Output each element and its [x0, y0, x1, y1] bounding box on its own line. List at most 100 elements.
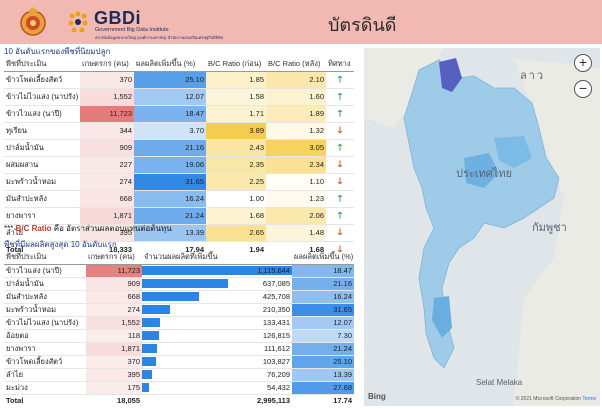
popular-crops-table: พืชที่ประเมิน เกษตรกร (คน) ผลผลิตเพิ่มขึ…: [4, 57, 354, 258]
map-label-strait: Selat Melaka: [476, 378, 523, 387]
increase-cell: 1,115,644: [142, 264, 292, 278]
table-row[interactable]: ข้าวโพดเลี้ยงสัตว์ 370 25.10 1.85 2.10 🡑: [4, 71, 354, 89]
map-copyright: © 2021 Microsoft Corporation Terms: [516, 396, 596, 402]
table-row[interactable]: ข้าวไม่ไวแสง (นาปรัง) 1,552 12.07 1.58 1.60 🡑: [4, 88, 354, 106]
yield-cell: 3.70: [134, 122, 206, 140]
crop-name: มะพร้าวน้ำหอม: [4, 173, 80, 191]
farmers-cell: 395: [80, 224, 134, 242]
gbdi-logo-icon: [68, 11, 88, 33]
table-row[interactable]: มะพร้าวน้ำหอม 274 31.65 2.25 1.10 🡓: [4, 173, 354, 191]
increase-value: 111,612: [264, 344, 290, 353]
table-row[interactable]: ลำไย 395 13.39 2.65 1.48 🡓: [4, 224, 354, 242]
bc-after-cell: 2.10: [266, 71, 326, 89]
table-row[interactable]: ผสมผสาน 227 19.06 2.35 2.34 🡓: [4, 156, 354, 174]
bc-after-cell: 2.06: [266, 207, 326, 225]
farmers-cell: 668: [80, 190, 134, 208]
bc-after-cell: 1.60: [266, 88, 326, 106]
increase-cell: 126,815: [142, 329, 292, 343]
bc-before-cell: 2.65: [206, 224, 266, 242]
table-row[interactable]: ข้าวไม่ไวแสง (นาปรัง) 1,552 133,431 12.07: [4, 316, 354, 330]
increase-cell: 103,827: [142, 355, 292, 369]
table-row[interactable]: ยางพารา 1,871 21.24 1.68 2.06 🡑: [4, 207, 354, 225]
province-dark-north: [439, 58, 462, 92]
crop-name: อ้อยตอ: [4, 329, 86, 343]
bc-after-cell: 1.48: [266, 224, 326, 242]
table-row[interactable]: อ้อยตอ 118 126,815 7.30: [4, 329, 354, 343]
table-row[interactable]: ข้าวไวแสง (นาปี) 11,723 1,115,644 18.47: [4, 264, 354, 278]
zoom-out-button[interactable]: −: [574, 80, 592, 98]
farmers-cell: 668: [86, 290, 142, 304]
increase-bar: [142, 330, 160, 340]
column-header[interactable]: ผลผลิตเพิ่มขึ้น (%): [134, 57, 206, 72]
terms-link[interactable]: Terms: [582, 396, 596, 402]
crop-name: ลำไย: [4, 224, 80, 242]
province-map[interactable]: ลาว ประเทศไทย กัมพูชา Selat Melaka + − B…: [364, 48, 600, 406]
column-header[interactable]: พืชที่ประเมิน: [4, 57, 80, 72]
column-header[interactable]: ทิศทาง: [326, 57, 354, 72]
bc-before-cell: 1.71: [206, 105, 266, 123]
crop-name: ยางพารา: [4, 342, 86, 356]
sea-gulf: [459, 243, 514, 338]
bc-before-cell: 1.00: [206, 190, 266, 208]
table-header-row: พืชที่ประเมิน เกษตรกร (คน) ผลผลิตเพิ่มขึ…: [4, 57, 354, 72]
column-header[interactable]: B/C Ratio (ก่อน): [206, 57, 266, 72]
table-row[interactable]: ยางพารา 1,871 111,612 21.24: [4, 342, 354, 356]
table-row[interactable]: ข้าวไวแสง (นาปี) 11,723 18.47 1.71 1.89 🡑: [4, 105, 354, 123]
table-row[interactable]: มันสำปะหลัง 668 425,708 16.24: [4, 290, 354, 304]
bing-logo: Bing: [368, 392, 386, 401]
zoom-in-button[interactable]: +: [574, 54, 592, 72]
crop-name: มันสำปะหลัง: [4, 290, 86, 304]
table-row[interactable]: ปาล์มน้ำมัน 909 21.16 2.43 3.05 🡑: [4, 139, 354, 157]
column-header[interactable]: เกษตรกร (คน): [86, 250, 142, 265]
increase-value: 76,209: [267, 370, 290, 379]
increase-bar: [142, 278, 228, 288]
total-farmers: 18,055: [86, 393, 142, 406]
farmers-cell: 1,552: [80, 88, 134, 106]
table-row[interactable]: ข้าวโพดเลี้ยงสัตว์ 370 103,827 25.10: [4, 355, 354, 369]
crop-name: มะม่วง: [4, 381, 86, 395]
arrow-up-icon: 🡑: [326, 190, 354, 208]
popular-crops-title: 10 อันดับแรกของพืชที่นิยมปลูก: [4, 47, 111, 56]
farmers-cell: 1,871: [86, 342, 142, 356]
bc-after-cell: 1.89: [266, 105, 326, 123]
farmers-cell: 274: [80, 173, 134, 191]
table-row[interactable]: มันสำปะหลัง 668 16.24 1.00 1.23 🡑: [4, 190, 354, 208]
yield-cell: 21.16: [134, 139, 206, 157]
crop-name: ข้าวไม่ไวแสง (นาปรัง): [4, 316, 86, 330]
note-text: คือ อัตราส่วนผลตอบแทนต่อต้นทุน: [51, 224, 172, 233]
arrow-down-icon: 🡓: [326, 156, 354, 174]
column-header[interactable]: B/C Ratio (หลัง): [266, 57, 326, 72]
column-header[interactable]: เกษตรกร (คน): [80, 57, 134, 72]
province-mid: [464, 153, 499, 188]
farmers-cell: 118: [86, 329, 142, 343]
bc-after-cell: 3.05: [266, 139, 326, 157]
column-header[interactable]: จำนวนผลผลิตที่เพิ่มขึ้น: [142, 250, 292, 265]
arrow-down-icon: 🡓: [326, 173, 354, 191]
table-row[interactable]: มะพร้าวน้ำหอม 274 210,350 31.65: [4, 303, 354, 317]
table-row[interactable]: ทุเรียน 344 3.70 3.89 1.32 🡓: [4, 122, 354, 140]
crop-name: ปาล์มน้ำมัน: [4, 139, 80, 157]
column-header[interactable]: พืชที่ประเมิน: [4, 250, 86, 265]
crop-name: ข้าวไม่ไวแสง (นาปรัง): [4, 88, 80, 106]
arrow-up-icon: 🡑: [326, 139, 354, 157]
gbdi-subtitle-thai: สถาบันข้อมูลขนาดใหญ่ (องค์การมหาชน) สำนั…: [95, 35, 224, 40]
increase-bar: [142, 343, 157, 353]
increase-value: 103,827: [262, 357, 290, 366]
increase-bar: [142, 369, 153, 379]
increase-value: 133,431: [262, 318, 290, 327]
bc-before-cell: 2.43: [206, 139, 266, 157]
bc-before-cell: 2.35: [206, 156, 266, 174]
bc-before-cell: 1.58: [206, 88, 266, 106]
column-header[interactable]: ผลผลิตเพิ่มขึ้น (%): [292, 250, 354, 265]
pct-cell: 31.65: [292, 303, 354, 317]
increase-value: 1,115,644: [257, 266, 290, 275]
increase-value: 425,708: [262, 292, 290, 301]
crop-name: ข้าวไวแสง (นาปี): [4, 105, 80, 123]
table-row[interactable]: ลำไย 395 76,209 13.39: [4, 368, 354, 382]
bc-before-cell: 3.89: [206, 122, 266, 140]
bc-after-cell: 1.32: [266, 122, 326, 140]
crop-name: ลำไย: [4, 368, 86, 382]
table-row[interactable]: มะม่วง 175 54,432 27.68: [4, 381, 354, 395]
pct-cell: 18.47: [292, 264, 354, 278]
table-row[interactable]: ปาล์มน้ำมัน 909 637,085 21.16: [4, 277, 354, 291]
